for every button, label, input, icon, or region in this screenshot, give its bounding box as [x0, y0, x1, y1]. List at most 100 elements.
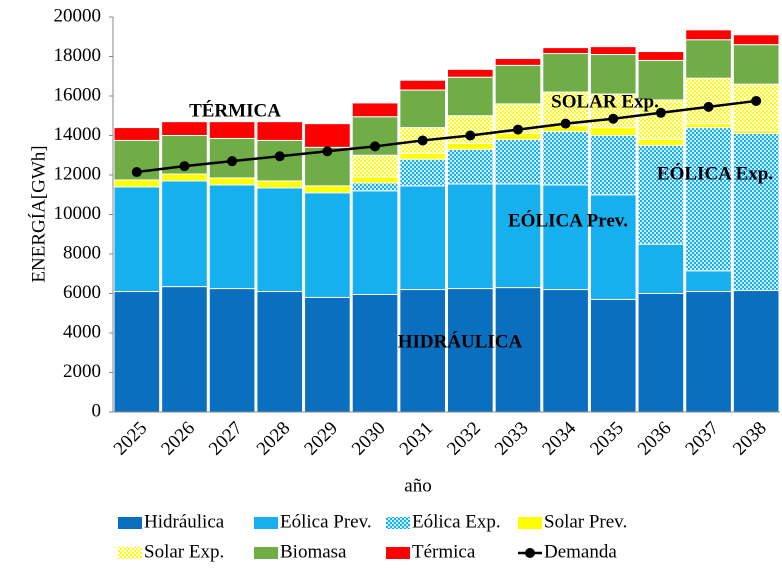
bar-segment	[304, 192, 351, 298]
x-axis-label: año	[404, 475, 431, 496]
x-tick-label: 2030	[348, 418, 390, 460]
legend-item: Hidráulica	[118, 511, 225, 532]
demand-marker	[608, 113, 619, 124]
bar-segment	[494, 138, 542, 185]
bar-segment	[447, 142, 494, 150]
bar-segment	[637, 59, 685, 101]
bar-segment	[399, 289, 447, 413]
legend-item: Solar Prev.	[518, 511, 627, 532]
annotation: EÓLICA Prev.	[508, 209, 628, 231]
legend-label: Térmica	[412, 541, 476, 562]
bar-segment	[256, 121, 304, 141]
bar-segment	[589, 194, 637, 300]
legend-item: Biomasa	[254, 541, 347, 562]
bar-segment	[494, 64, 542, 105]
legend-item: Demanda	[518, 541, 617, 562]
bar-segment	[589, 298, 637, 413]
bar-segment	[685, 270, 732, 293]
bar-segment	[113, 127, 161, 141]
legend-swatch	[386, 547, 410, 559]
y-tick-label: 10000	[54, 203, 102, 224]
bar-segment	[399, 158, 447, 187]
y-tick-label: 0	[92, 400, 102, 421]
bar-segment	[161, 286, 208, 413]
bar-segment	[637, 99, 685, 140]
bar-segment	[256, 180, 304, 189]
bar-segment	[208, 288, 256, 413]
annotation: TÉRMICA	[189, 99, 281, 121]
demand-marker	[703, 101, 714, 112]
demand-line	[136, 99, 757, 174]
x-tick-label: 2028	[253, 418, 295, 460]
bar-segment	[637, 51, 685, 61]
bar-segment	[732, 34, 780, 46]
y-tick-label: 2000	[63, 361, 101, 382]
annotation: EÓLICA Exp.	[657, 162, 773, 184]
bar-segment	[542, 289, 589, 413]
legend-swatch	[518, 517, 542, 529]
bar-segment	[637, 243, 685, 294]
demand-marker	[370, 141, 381, 152]
demand-marker	[179, 161, 190, 172]
bar-segment	[685, 123, 732, 129]
y-tick-label: 6000	[63, 282, 101, 303]
bar-segment	[351, 154, 399, 178]
y-tick-label: 20000	[54, 5, 102, 26]
demand-marker	[274, 151, 285, 162]
legend-item: Térmica	[386, 541, 476, 562]
bar-segment	[685, 77, 732, 125]
bar-segment	[208, 121, 256, 139]
bar-segment	[542, 53, 589, 93]
bar-segment	[208, 184, 256, 290]
y-tick-label: 8000	[63, 242, 101, 263]
demand-marker	[322, 146, 333, 157]
bar-segment	[637, 293, 685, 413]
bar-segment	[351, 182, 399, 192]
y-tick-label: 18000	[54, 45, 102, 66]
bar-segment	[399, 185, 447, 291]
bar-segment	[589, 135, 637, 196]
bar-segment	[494, 183, 542, 289]
bar-segment	[351, 190, 399, 295]
bar-segment	[161, 180, 208, 288]
bar-segment	[304, 296, 351, 413]
bar-segment	[589, 54, 637, 95]
bar-segment	[447, 148, 494, 185]
bar-segment	[685, 29, 732, 41]
x-tick-label: 2033	[491, 418, 533, 460]
legend-swatch	[525, 548, 535, 558]
legend-label: Demanda	[544, 541, 617, 562]
x-tick-label: 2026	[157, 418, 199, 460]
bar-segment	[589, 127, 637, 136]
bar-segment	[447, 76, 494, 117]
demand-marker	[560, 118, 571, 129]
bar-segment	[637, 138, 685, 146]
legend-item: Solar Exp.	[118, 541, 224, 562]
bar-segment	[685, 127, 732, 272]
bar-segment	[542, 184, 589, 291]
bar-segment	[447, 183, 494, 290]
bar-segment	[732, 83, 780, 132]
bar-segment	[732, 44, 780, 85]
legend-item: Eólica Exp.	[386, 511, 501, 532]
bar-segment	[304, 185, 351, 194]
bar-segment	[161, 173, 208, 182]
demand-marker	[131, 167, 142, 178]
y-axis-label: ENERGÍA[GWh]	[27, 145, 49, 282]
legend-label: Eólica Prev.	[280, 511, 372, 532]
bar-segment	[351, 176, 399, 184]
legend-item: Eólica Prev.	[254, 511, 372, 532]
bar-segment	[113, 291, 161, 413]
bar-segment	[113, 179, 161, 188]
bar-segment	[161, 121, 208, 137]
bar-segment	[351, 293, 399, 413]
bar-segment	[542, 131, 589, 186]
x-tick-label: 2036	[634, 418, 676, 460]
bar-segment	[447, 288, 494, 413]
legend-swatch	[118, 547, 142, 559]
bar-segment	[732, 133, 780, 292]
legend-swatch	[254, 547, 278, 559]
x-tick-label: 2027	[205, 418, 247, 460]
x-tick-label: 2029	[300, 418, 342, 460]
y-tick-label: 4000	[63, 321, 101, 342]
